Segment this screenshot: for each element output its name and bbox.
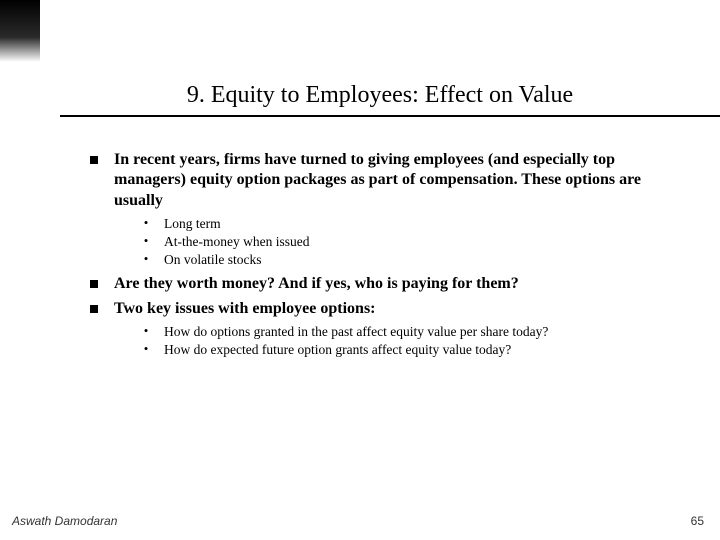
title-underline [60, 115, 720, 117]
dot-bullet-icon: • [140, 233, 152, 250]
dot-bullet-icon: • [140, 215, 152, 232]
bullet-lvl1: Two key issues with employee options: [90, 299, 680, 319]
square-bullet-icon [90, 156, 98, 164]
bullet-lvl1: In recent years, firms have turned to gi… [90, 150, 680, 211]
bullet-lvl2-text: Long term [164, 215, 221, 233]
sub-bullet-group: • How do options granted in the past affe… [140, 323, 680, 358]
title-block: 9. Equity to Employees: Effect on Value [60, 82, 700, 115]
footer-page-number: 65 [691, 514, 704, 528]
bullet-lvl2-text: How do options granted in the past affec… [164, 323, 548, 341]
bullet-lvl1-text: Are they worth money? And if yes, who is… [114, 274, 519, 294]
square-bullet-icon [90, 280, 98, 288]
bullet-lvl1: Are they worth money? And if yes, who is… [90, 274, 680, 294]
slide: 9. Equity to Employees: Effect on Value … [0, 0, 720, 540]
content-area: In recent years, firms have turned to gi… [90, 150, 680, 364]
bullet-lvl2-text: At-the-money when issued [164, 233, 309, 251]
bullet-lvl2: • How do expected future option grants af… [140, 341, 680, 359]
dot-bullet-icon: • [140, 341, 152, 358]
bullet-lvl2-text: How do expected future option grants aff… [164, 341, 511, 359]
dot-bullet-icon: • [140, 323, 152, 340]
bullet-lvl1-text: Two key issues with employee options: [114, 299, 376, 319]
square-bullet-icon [90, 305, 98, 313]
bullet-lvl2: • At-the-money when issued [140, 233, 680, 251]
footer-author: Aswath Damodaran [12, 514, 117, 528]
sub-bullet-group: • Long term • At-the-money when issued • On v… [140, 215, 680, 268]
bullet-lvl2: • On volatile stocks [140, 251, 680, 269]
bullet-lvl2: • Long term [140, 215, 680, 233]
bullet-lvl2-text: On volatile stocks [164, 251, 262, 269]
slide-title: 9. Equity to Employees: Effect on Value [60, 82, 700, 115]
bullet-lvl2: • How do options granted in the past affe… [140, 323, 680, 341]
bullet-lvl1-text: In recent years, firms have turned to gi… [114, 150, 680, 211]
accent-gradient [0, 0, 40, 62]
dot-bullet-icon: • [140, 251, 152, 268]
accent-bar [0, 0, 40, 540]
